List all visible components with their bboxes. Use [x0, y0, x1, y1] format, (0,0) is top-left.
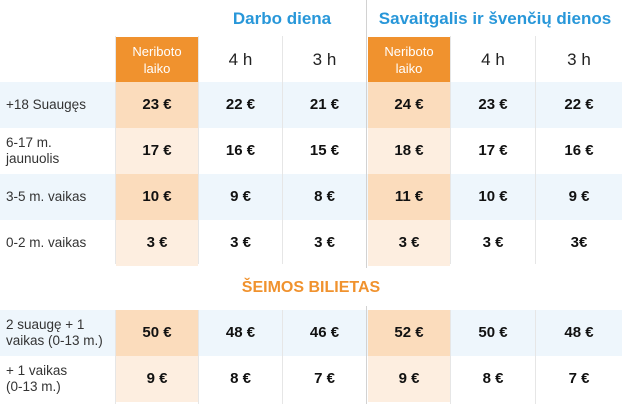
col-header-4h: 4 h	[481, 50, 505, 69]
unlimited-cell-bg	[368, 356, 450, 402]
price-cell: 24 €	[394, 96, 424, 113]
row-band	[0, 310, 622, 356]
price-cell: 10 €	[142, 188, 172, 205]
col-header-unlimited: Neriboto laiko	[116, 37, 198, 82]
column-divider	[115, 36, 116, 264]
price-cell: 18 €	[394, 142, 424, 159]
price-cell: 9 €	[230, 188, 251, 205]
row-band	[0, 174, 622, 220]
price-cell: 21 €	[309, 96, 340, 113]
row-label: + 1 vaikas (0-13 m.)	[6, 363, 68, 394]
unlimited-cell-bg	[116, 128, 198, 174]
family-ticket-title: ŠEIMOS BILIETAS	[241, 279, 381, 296]
column-divider	[535, 310, 536, 404]
price-cell: 10 €	[478, 188, 508, 205]
row-band	[0, 82, 622, 128]
price-cell: 23 €	[142, 96, 172, 113]
price-cell: 3 €	[482, 234, 504, 251]
price-cell: 8 €	[230, 370, 251, 387]
price-cell: 3 €	[398, 234, 420, 251]
price-cell: 48 €	[225, 324, 256, 341]
col-header-4h: 4 h	[228, 50, 253, 69]
price-cell: 17 €	[478, 142, 508, 159]
column-divider	[198, 310, 199, 404]
price-cell: 22 €	[225, 96, 256, 113]
price-cell: 7 €	[314, 370, 335, 387]
section-divider	[366, 306, 367, 404]
unlimited-cell-bg	[116, 220, 198, 266]
section-divider	[366, 0, 367, 268]
col-header-unlimited: Neriboto laiko	[368, 37, 450, 82]
price-cell: 8 €	[314, 188, 335, 205]
price-cell: 9 €	[398, 370, 420, 387]
price-cell: 22 €	[564, 96, 594, 113]
unlimited-cell-bg	[368, 220, 450, 266]
price-cell: 15 €	[309, 142, 340, 159]
price-cell: 3 €	[230, 234, 251, 251]
unlimited-cell-bg	[368, 174, 450, 220]
price-cell: 16 €	[225, 142, 256, 159]
price-cell: 7 €	[568, 370, 590, 387]
column-divider	[282, 310, 283, 404]
row-label: 2 suaugę + 1 vaikas (0-13 m.)	[6, 317, 103, 348]
price-cell: 46 €	[309, 324, 340, 341]
unlimited-cell-bg	[116, 82, 198, 128]
price-cell: 50 €	[142, 324, 172, 341]
row-label: 0-2 m. vaikas	[6, 235, 87, 250]
price-cell: 52 €	[394, 324, 424, 341]
column-divider	[198, 36, 199, 264]
row-label: 3-5 m. vaikas	[6, 189, 87, 204]
price-cell: 8 €	[482, 370, 504, 387]
col-header-3h: 3 h	[567, 50, 591, 69]
unlimited-cell-bg	[116, 356, 198, 402]
unlimited-cell-bg	[368, 310, 450, 356]
price-cell: 16 €	[564, 142, 594, 159]
price-cell: 3 €	[146, 234, 168, 251]
unlimited-cell-bg	[116, 174, 198, 220]
price-cell: 23 €	[478, 96, 508, 113]
price-cell: 9 €	[568, 188, 590, 205]
price-cell: 3€	[570, 234, 588, 251]
row-label: 6-17 m. jaunuolis	[6, 135, 60, 166]
unlimited-cell-bg	[368, 82, 450, 128]
price-cell: 50 €	[478, 324, 508, 341]
unlimited-cell-bg	[116, 310, 198, 356]
col-header-3h: 3 h	[312, 50, 337, 69]
price-cell: 11 €	[394, 188, 424, 205]
column-divider	[535, 36, 536, 264]
column-divider	[282, 36, 283, 264]
row-label: +18 Suaugęs	[6, 97, 86, 112]
price-cell: 3 €	[314, 234, 335, 251]
price-cell: 9 €	[146, 370, 168, 387]
weekend-title: Savaitgalis ir švenčių dienos	[378, 9, 612, 28]
column-divider	[450, 36, 451, 264]
weekday-title: Darbo diena	[232, 9, 332, 28]
price-cell: 17 €	[142, 142, 172, 159]
column-divider	[115, 310, 116, 404]
column-divider	[450, 310, 451, 404]
unlimited-cell-bg	[368, 128, 450, 174]
price-cell: 48 €	[564, 324, 594, 341]
